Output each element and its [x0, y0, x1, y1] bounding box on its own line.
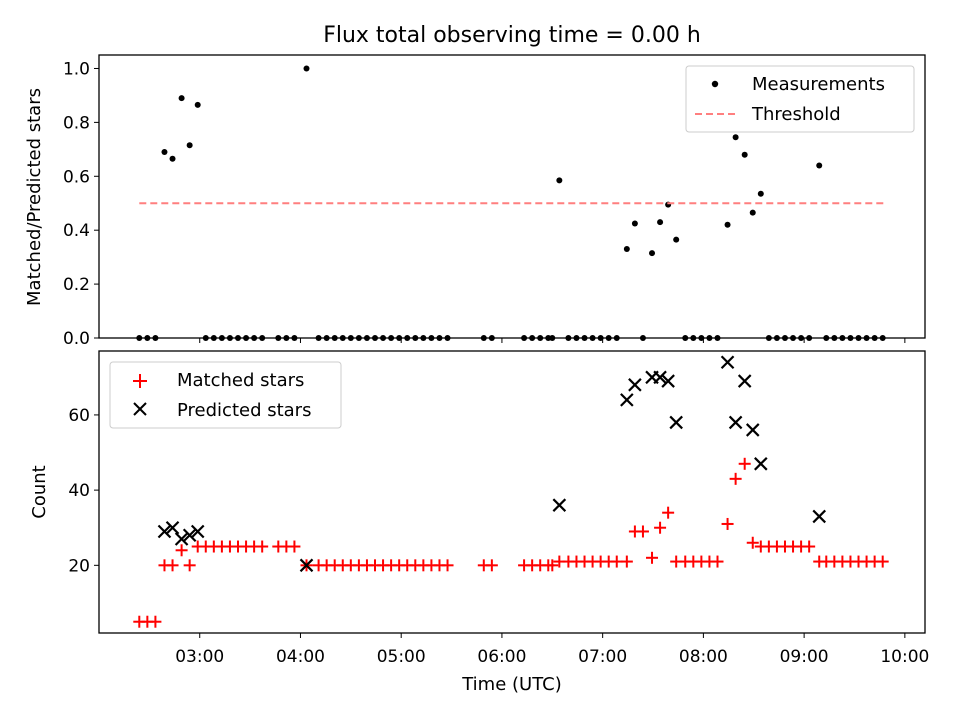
predicted-point: [182, 528, 197, 543]
predicted-point: [174, 532, 189, 546]
measurement-point: [741, 151, 748, 158]
predicted-point: [653, 370, 667, 385]
predicted-point: [812, 509, 827, 524]
ratio-y-axis-label: Matched/Predicted stars: [24, 88, 45, 306]
predicted-point: [720, 355, 735, 370]
measurement-point: [161, 149, 168, 156]
count-y-tick-label: 20: [68, 556, 90, 576]
predicted-point: [661, 374, 675, 388]
measurement-point: [556, 177, 563, 184]
matched-point: [485, 559, 498, 572]
matched-point: [288, 540, 301, 553]
legend-measurements-marker: [711, 80, 719, 88]
ratio-plot-frame: [98, 54, 926, 339]
measurement-point: [303, 65, 310, 72]
ratio-y-tick-label: 0.2: [63, 275, 90, 295]
count-legend: Matched stars Predicted stars: [109, 361, 342, 429]
chart-title: Flux total observing time = 0.00 h: [323, 23, 701, 48]
legend-matched-marker: [133, 374, 147, 388]
matched-point: [166, 559, 179, 572]
count-y-tick-label: 40: [68, 481, 90, 501]
measurement-point: [673, 236, 680, 243]
ratio-y-tick-label: 1.0: [63, 59, 90, 79]
measurement-point: [169, 155, 176, 162]
predicted-point: [628, 378, 642, 392]
measurement-point: [631, 220, 638, 227]
measurement-point: [732, 134, 739, 141]
matched-point: [646, 551, 659, 564]
measurement-point: [757, 190, 764, 197]
ratio-panel: 0.0 0.2 0.4 0.6 0.8 1.0 Matched/Predicted sta…: [24, 54, 926, 349]
measurement-point: [178, 95, 185, 102]
count-y-axis-label: Count: [29, 465, 50, 518]
ratio-y-tick-label: 0.4: [63, 221, 90, 241]
matched-point: [441, 559, 454, 572]
x-tick-label: 05:00: [377, 647, 426, 667]
measurement-point: [649, 250, 656, 257]
matched-point: [721, 517, 734, 530]
ratio-legend-box: [685, 65, 915, 133]
predicted-point: [669, 415, 683, 430]
matched-point: [610, 555, 623, 568]
measurement-point: [194, 101, 201, 108]
measurement-point: [724, 221, 731, 228]
predicted-point: [299, 558, 314, 573]
predicted-point: [190, 524, 205, 539]
ratio-y-tick-label: 0.0: [63, 329, 90, 349]
matched-point: [620, 555, 633, 568]
predicted-point: [620, 393, 634, 407]
measurement-point: [749, 209, 756, 216]
predicted-point: [737, 374, 752, 388]
legend-threshold-label: Threshold: [751, 104, 841, 125]
matched-point: [711, 555, 724, 568]
matched-point: [662, 506, 675, 519]
matched-point: [729, 472, 742, 485]
x-tick-label: 06:00: [477, 647, 526, 667]
legend-matched-label: Matched stars: [177, 370, 304, 391]
matched-point: [738, 457, 751, 470]
matched-point: [636, 525, 649, 538]
x-tick-label: 07:00: [578, 647, 627, 667]
matched-point: [183, 559, 196, 572]
x-tick-label: 10:00: [880, 647, 929, 667]
predicted-point: [754, 457, 768, 471]
predicted-point: [552, 498, 567, 512]
legend-measurements-label: Measurements: [752, 74, 885, 95]
ratio-legend: Measurements Threshold: [685, 65, 915, 133]
count-legend-box: [109, 361, 342, 429]
matched-point: [654, 521, 667, 534]
measurement-point: [623, 246, 630, 253]
predicted-point: [728, 415, 743, 430]
legend-predicted-marker: [133, 402, 147, 416]
x-tick-label: 03:00: [175, 647, 224, 667]
ratio-y-tick-label: 0.6: [63, 167, 90, 187]
x-tick-label: 09:00: [780, 647, 829, 667]
matched-point: [149, 615, 162, 628]
measurement-point: [657, 219, 664, 226]
matched-point: [746, 536, 759, 549]
legend-predicted-label: Predicted stars: [177, 400, 311, 421]
predicted-point: [165, 520, 180, 535]
x-tick-label: 04:00: [276, 647, 325, 667]
predicted-point: [157, 524, 172, 539]
matched-point: [256, 540, 269, 553]
x-axis-label: Time (UTC): [461, 674, 562, 695]
measurement-point: [816, 162, 823, 169]
matched-point: [803, 540, 816, 553]
matched-point: [876, 555, 889, 568]
predicted-point: [745, 423, 760, 437]
x-tick-label: 08:00: [679, 647, 728, 667]
count-plot-frame: [98, 350, 926, 634]
measurement-point: [186, 142, 193, 149]
count-y-tick-label: 60: [68, 406, 90, 426]
count-panel: 03:00 04:00 05:00 06:00 07:00 08:00 09:00 10:00…: [29, 350, 929, 667]
matched-point: [175, 544, 188, 557]
matched-point: [546, 559, 559, 572]
ratio-y-tick-label: 0.8: [63, 113, 90, 133]
